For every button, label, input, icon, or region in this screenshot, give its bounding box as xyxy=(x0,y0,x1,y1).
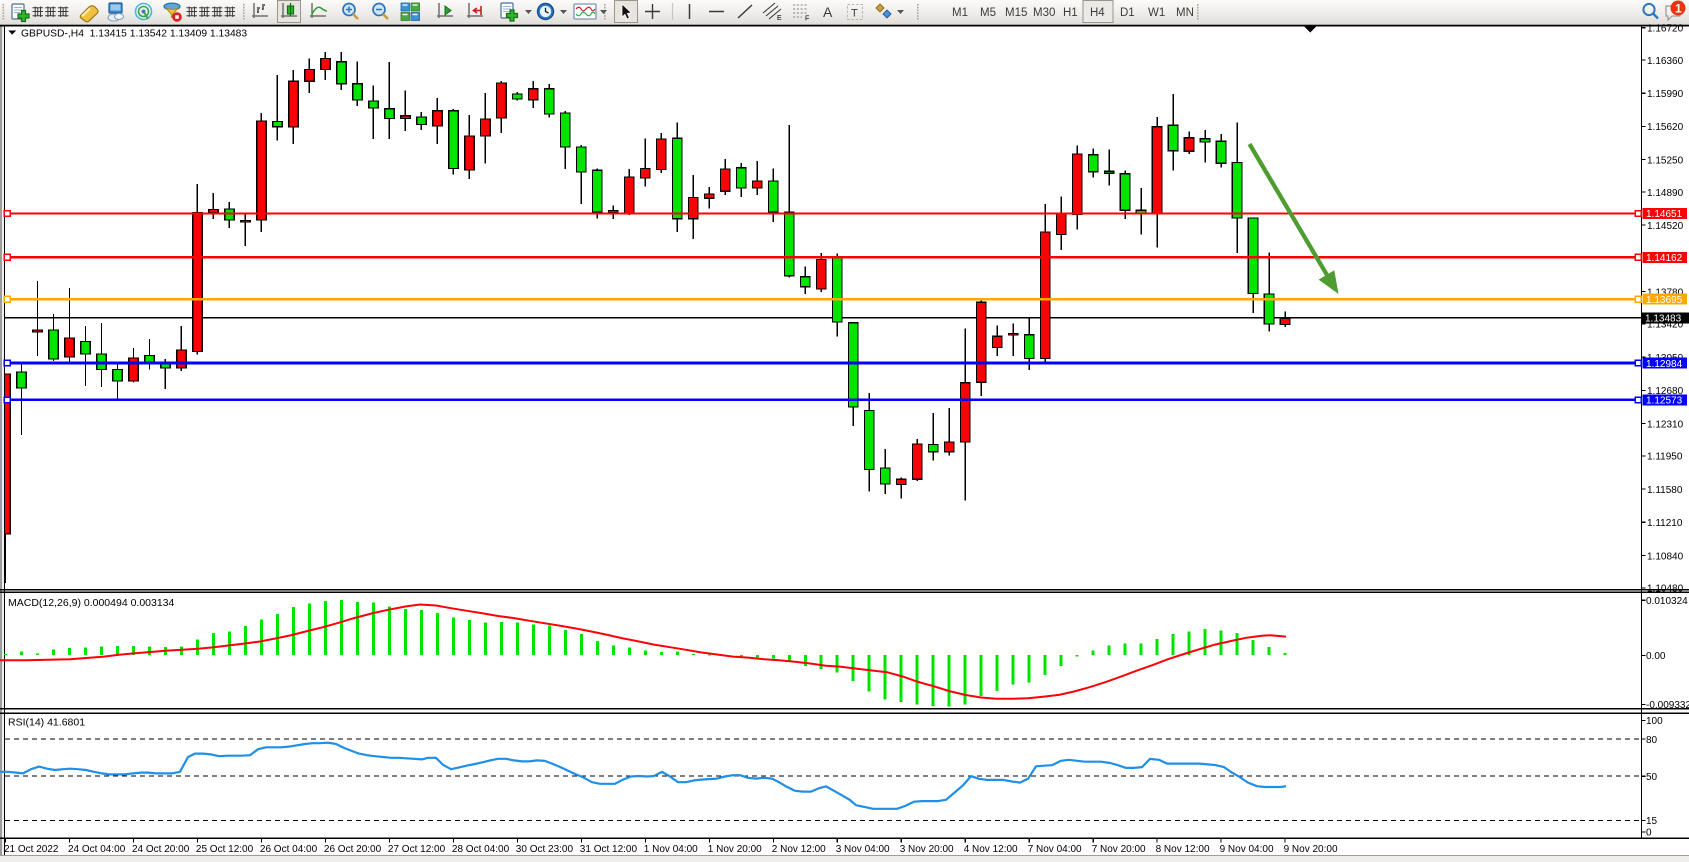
svg-text:27 Oct 12:00: 27 Oct 12:00 xyxy=(388,844,446,855)
svg-text:9 Nov 20:00: 9 Nov 20:00 xyxy=(1284,844,1338,855)
svg-text:26 Oct 04:00: 26 Oct 04:00 xyxy=(260,844,318,855)
svg-text:H1: H1 xyxy=(1063,7,1078,19)
svg-text:100: 100 xyxy=(1646,716,1663,727)
svg-text:9 Nov 04:00: 9 Nov 04:00 xyxy=(1220,844,1274,855)
svg-text:30 Oct 23:00: 30 Oct 23:00 xyxy=(516,844,574,855)
svg-text:50: 50 xyxy=(1646,772,1658,783)
svg-text:1.14162: 1.14162 xyxy=(1646,253,1683,264)
svg-text:1.11210: 1.11210 xyxy=(1647,518,1683,529)
svg-text:1.11580: 1.11580 xyxy=(1647,485,1683,496)
svg-text:1.12984: 1.12984 xyxy=(1646,359,1683,370)
svg-text:M30: M30 xyxy=(1033,7,1055,19)
svg-text:1.14651: 1.14651 xyxy=(1646,209,1683,220)
svg-text:1.15250: 1.15250 xyxy=(1647,155,1684,166)
svg-text:3 Nov 20:00: 3 Nov 20:00 xyxy=(900,844,954,855)
svg-text:21 Oct 2022: 21 Oct 2022 xyxy=(4,844,59,855)
svg-text:1: 1 xyxy=(1675,2,1682,16)
svg-text:1.14520: 1.14520 xyxy=(1647,221,1684,232)
svg-text:GBPUSD-,H4 1.13415 1.13542 1.: GBPUSD-,H4 1.13415 1.13542 1.13409 1.134… xyxy=(21,29,247,40)
svg-text:W1: W1 xyxy=(1148,7,1165,19)
svg-text:24 Oct 20:00: 24 Oct 20:00 xyxy=(132,844,190,855)
svg-text:1.12680: 1.12680 xyxy=(1647,386,1684,397)
svg-text:-0.009332: -0.009332 xyxy=(1646,700,1689,711)
svg-text:25 Oct 12:00: 25 Oct 12:00 xyxy=(196,844,254,855)
svg-text:RSI(14) 41.6801: RSI(14) 41.6801 xyxy=(8,717,85,729)
svg-text:T: T xyxy=(851,8,858,20)
svg-text:15: 15 xyxy=(1646,816,1658,827)
svg-text:1.14890: 1.14890 xyxy=(1647,188,1684,199)
svg-text:M15: M15 xyxy=(1005,7,1027,19)
svg-text:F: F xyxy=(805,16,809,23)
svg-text:24 Oct 04:00: 24 Oct 04:00 xyxy=(68,844,126,855)
svg-text:1.11950: 1.11950 xyxy=(1647,452,1683,463)
svg-text:1.16360: 1.16360 xyxy=(1647,56,1684,67)
svg-text:1.10480: 1.10480 xyxy=(1647,584,1684,595)
svg-text:M1: M1 xyxy=(952,7,968,19)
svg-text:1 Nov 20:00: 1 Nov 20:00 xyxy=(708,844,762,855)
svg-text:7 Nov 20:00: 7 Nov 20:00 xyxy=(1092,844,1146,855)
svg-text:4 Nov 12:00: 4 Nov 12:00 xyxy=(964,844,1018,855)
svg-text:1 Nov 04:00: 1 Nov 04:00 xyxy=(644,844,698,855)
svg-text:D1: D1 xyxy=(1120,7,1135,19)
svg-text:1.13483: 1.13483 xyxy=(1645,314,1682,325)
svg-text:1.12310: 1.12310 xyxy=(1647,419,1684,430)
svg-text:31 Oct 12:00: 31 Oct 12:00 xyxy=(580,844,638,855)
svg-text:7 Nov 04:00: 7 Nov 04:00 xyxy=(1028,844,1082,855)
svg-text:0.010324: 0.010324 xyxy=(1646,596,1688,607)
svg-text:3 Nov 04:00: 3 Nov 04:00 xyxy=(836,844,890,855)
svg-text:1.15990: 1.15990 xyxy=(1647,89,1684,100)
svg-text:0.00: 0.00 xyxy=(1646,651,1666,662)
svg-text:MN: MN xyxy=(1176,7,1194,19)
svg-text:80: 80 xyxy=(1646,735,1658,746)
svg-text:H4: H4 xyxy=(1090,7,1105,19)
svg-text:1.13780: 1.13780 xyxy=(1647,287,1684,298)
svg-text:1.16720: 1.16720 xyxy=(1647,24,1684,35)
svg-text:1.12573: 1.12573 xyxy=(1646,396,1683,407)
svg-text:1.10840: 1.10840 xyxy=(1647,551,1684,562)
svg-text:1.13420: 1.13420 xyxy=(1647,320,1684,331)
svg-text:8 Nov 12:00: 8 Nov 12:00 xyxy=(1156,844,1210,855)
svg-text:28 Oct 04:00: 28 Oct 04:00 xyxy=(452,844,510,855)
svg-text:2 Nov 12:00: 2 Nov 12:00 xyxy=(772,844,826,855)
svg-text:E: E xyxy=(777,15,782,22)
svg-text:1.13695: 1.13695 xyxy=(1646,295,1683,306)
svg-text:1.15620: 1.15620 xyxy=(1647,122,1684,133)
svg-text:M5: M5 xyxy=(980,7,996,19)
svg-text:0: 0 xyxy=(1646,828,1652,839)
svg-text:MACD(12,26,9) 0.000494 0.00313: MACD(12,26,9) 0.000494 0.003134 xyxy=(8,597,175,609)
svg-text:26 Oct 20:00: 26 Oct 20:00 xyxy=(324,844,382,855)
svg-text:A: A xyxy=(823,4,833,20)
